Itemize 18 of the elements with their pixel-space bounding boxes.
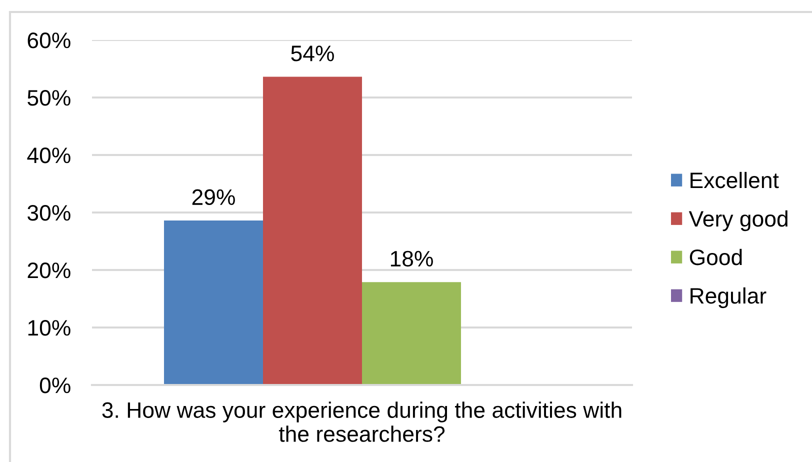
data-label: 18% [390, 250, 433, 267]
legend-label: Regular [690, 287, 766, 308]
x-tick-label: 3. How was your experience during the activities with the researchers? [102, 402, 622, 442]
data-label: 54% [291, 46, 334, 62]
legend-label: Excellent [690, 172, 779, 188]
data-label: 29% [192, 189, 235, 206]
y-tick-label: 10% [28, 320, 70, 336]
y-tick-label: 30% [28, 205, 70, 221]
bar [362, 282, 461, 385]
bar [164, 220, 263, 385]
y-tick-label: 40% [27, 148, 70, 164]
y-tick-label: 60% [28, 32, 70, 48]
y-tick-label: 0% [40, 378, 70, 394]
legend-label: Very good [688, 210, 788, 232]
y-tick-label: 20% [28, 262, 70, 278]
bar [263, 76, 362, 385]
legend-label: Good [690, 248, 742, 266]
y-tick-label: 50% [28, 90, 70, 106]
